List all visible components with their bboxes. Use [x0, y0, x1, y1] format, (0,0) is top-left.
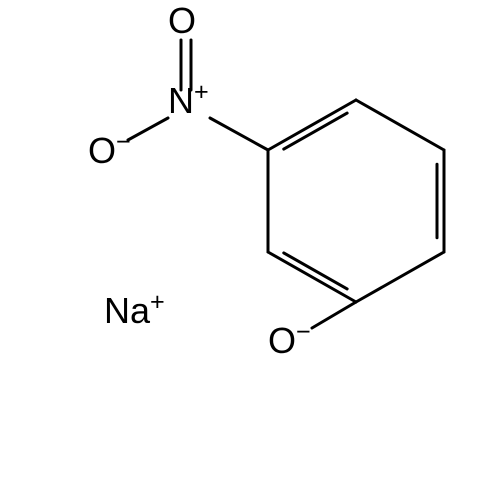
oxygen-nitro-minus-charge: − [116, 128, 131, 156]
oxygen-nitro-minus-label: O− [88, 128, 131, 172]
nitrogen-symbol: N [168, 80, 194, 121]
oxygen-phenolate-symbol: O [268, 320, 296, 361]
nitrogen-charge: + [194, 78, 209, 106]
sodium-charge: + [150, 288, 165, 316]
structure-diagram: N+ O O− O− Na+ [0, 0, 500, 500]
oxygen-phenolate-label: O− [268, 318, 311, 362]
oxygen-double-symbol: O [168, 0, 196, 41]
sodium-label: Na+ [104, 288, 165, 332]
bonds-svg [0, 0, 500, 500]
oxygen-double-label: O [168, 0, 196, 42]
sodium-symbol: Na [104, 290, 150, 331]
oxygen-nitro-minus-symbol: O [88, 130, 116, 171]
nitrogen-label: N+ [168, 78, 209, 122]
oxygen-phenolate-charge: − [296, 318, 311, 346]
